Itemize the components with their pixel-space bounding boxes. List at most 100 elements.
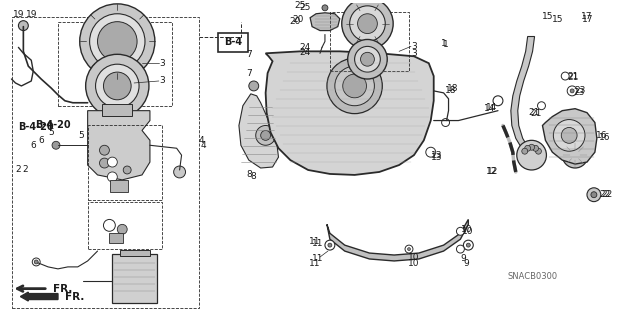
Text: 2: 2 [22, 166, 28, 174]
Circle shape [405, 245, 413, 253]
Text: 9: 9 [461, 255, 467, 263]
Circle shape [442, 119, 449, 126]
Text: 13: 13 [431, 152, 442, 162]
Text: B-4-20: B-4-20 [35, 121, 71, 130]
Text: 8: 8 [250, 172, 255, 182]
Circle shape [99, 158, 109, 168]
Circle shape [463, 240, 473, 250]
Circle shape [90, 14, 145, 69]
Circle shape [35, 260, 38, 264]
Circle shape [327, 58, 382, 114]
Text: 14: 14 [486, 103, 498, 112]
Text: 16: 16 [599, 133, 611, 142]
Circle shape [80, 4, 155, 79]
Text: 22: 22 [601, 190, 612, 199]
Polygon shape [543, 109, 597, 164]
Circle shape [554, 120, 585, 151]
Text: 16: 16 [596, 131, 607, 140]
Circle shape [525, 145, 531, 151]
Text: 3: 3 [159, 59, 164, 68]
FancyBboxPatch shape [218, 33, 248, 52]
Circle shape [360, 52, 374, 66]
Circle shape [538, 102, 545, 110]
Text: 10: 10 [408, 259, 420, 268]
Text: 2: 2 [15, 166, 21, 174]
Text: 10: 10 [461, 227, 473, 236]
Circle shape [563, 142, 588, 168]
Circle shape [104, 219, 115, 231]
Bar [109, 233, 124, 243]
Circle shape [467, 243, 470, 247]
Circle shape [570, 89, 574, 93]
Bar [88, 202, 162, 249]
Polygon shape [239, 94, 278, 168]
Circle shape [99, 145, 109, 155]
Circle shape [561, 128, 577, 143]
Text: SNACB0300: SNACB0300 [508, 272, 557, 281]
Text: 3: 3 [411, 49, 417, 58]
Text: 21: 21 [530, 109, 541, 118]
Text: 17: 17 [582, 15, 594, 24]
Circle shape [568, 148, 582, 162]
Text: 19: 19 [26, 10, 37, 19]
Circle shape [52, 141, 60, 149]
Text: 15: 15 [552, 15, 563, 24]
Text: 11: 11 [309, 259, 321, 268]
Bar [58, 22, 172, 106]
Circle shape [536, 148, 541, 154]
Circle shape [587, 188, 601, 202]
Circle shape [532, 145, 538, 151]
Bar [110, 180, 128, 192]
Circle shape [104, 72, 131, 100]
Circle shape [256, 125, 275, 145]
Text: 19: 19 [13, 10, 24, 19]
Circle shape [328, 243, 332, 247]
Circle shape [456, 227, 465, 235]
Text: FR.: FR. [65, 292, 84, 301]
Text: 11: 11 [312, 239, 324, 248]
Bar [113, 254, 157, 303]
Text: 22: 22 [599, 190, 611, 199]
Text: 7: 7 [246, 69, 252, 78]
Circle shape [567, 86, 577, 96]
Circle shape [591, 192, 597, 198]
Text: 12: 12 [486, 167, 498, 176]
Text: 24: 24 [300, 48, 311, 57]
Text: 1: 1 [443, 40, 449, 49]
Circle shape [456, 245, 465, 253]
Text: 1: 1 [441, 39, 447, 48]
Circle shape [108, 157, 117, 167]
Circle shape [529, 144, 534, 150]
Text: 23: 23 [574, 86, 586, 95]
Text: 6: 6 [38, 136, 44, 145]
Circle shape [408, 248, 410, 250]
Text: 15: 15 [541, 12, 553, 21]
Circle shape [117, 224, 127, 234]
Polygon shape [88, 111, 150, 180]
Bar [88, 125, 162, 200]
Text: 20: 20 [292, 15, 304, 24]
Text: B-4-20: B-4-20 [19, 122, 54, 132]
Circle shape [343, 74, 367, 98]
Circle shape [493, 96, 503, 106]
Text: 25: 25 [300, 3, 311, 12]
Text: 18: 18 [445, 86, 456, 95]
Text: 7: 7 [246, 50, 252, 59]
Text: B-4: B-4 [224, 37, 242, 48]
Text: 10: 10 [408, 253, 420, 262]
Circle shape [19, 21, 28, 31]
Circle shape [124, 166, 131, 174]
Text: 3: 3 [411, 42, 417, 51]
Bar [12, 17, 200, 308]
Text: 21: 21 [568, 71, 579, 81]
Text: 17: 17 [581, 12, 593, 21]
Text: 5: 5 [48, 128, 54, 137]
Text: 10: 10 [461, 225, 472, 234]
Text: 9: 9 [463, 259, 469, 268]
Circle shape [561, 72, 569, 80]
Circle shape [325, 240, 335, 250]
Circle shape [249, 81, 259, 91]
Circle shape [173, 166, 186, 178]
Text: 25: 25 [294, 1, 306, 10]
Circle shape [516, 140, 547, 170]
